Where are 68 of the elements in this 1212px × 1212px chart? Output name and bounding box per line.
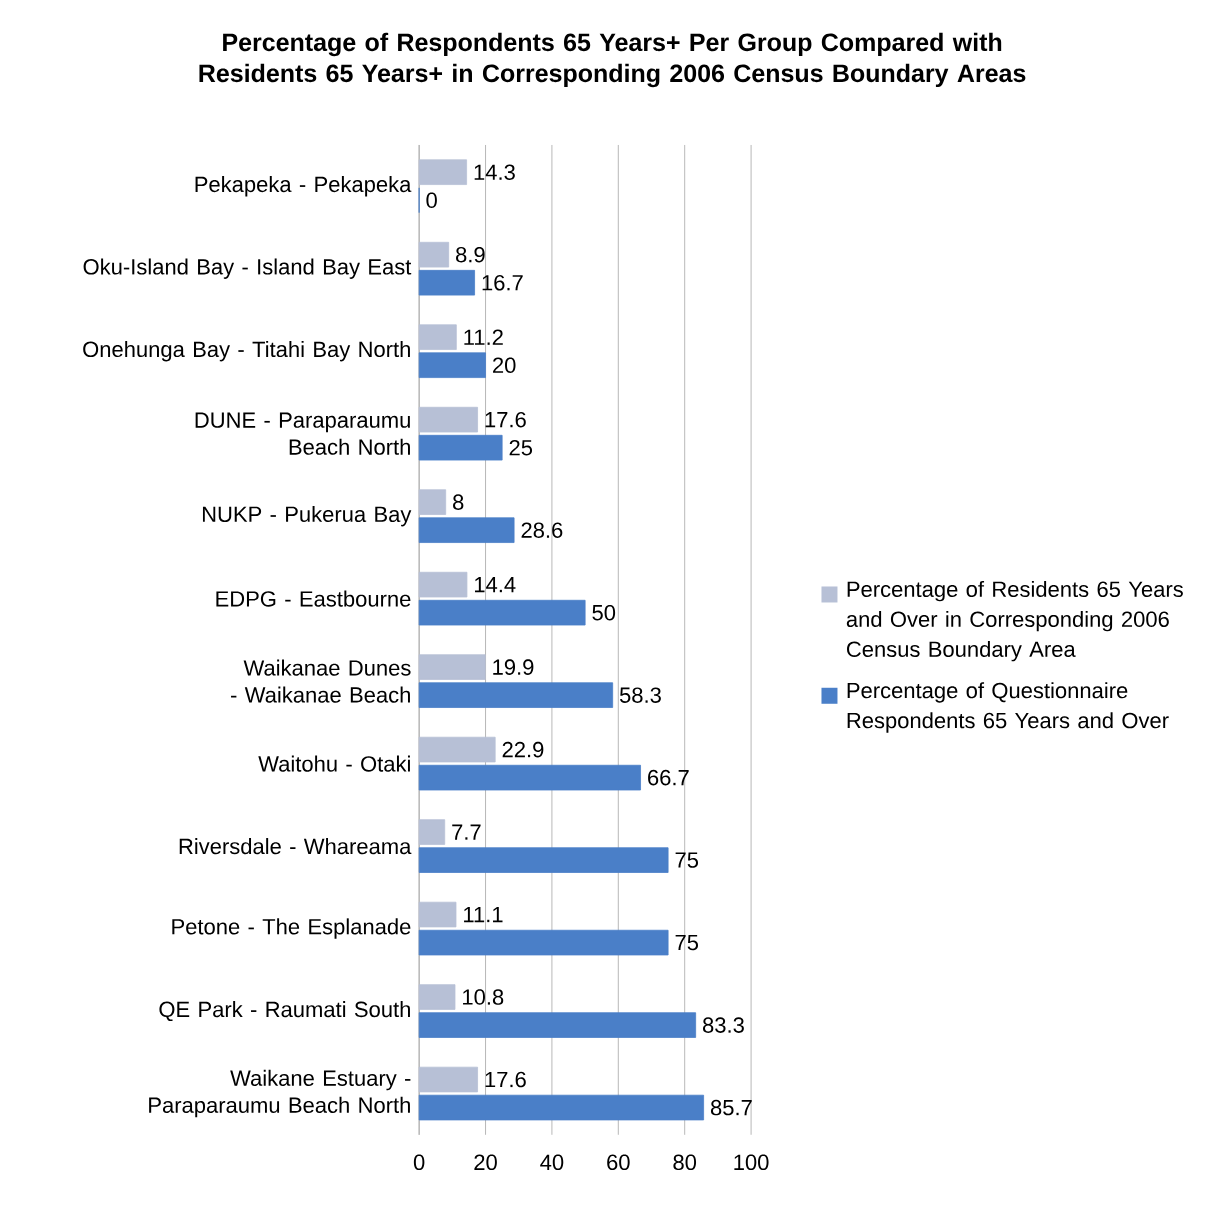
y-tick-label: Onehunga Bay - Titahi Bay North bbox=[83, 341, 410, 362]
bar bbox=[418, 764, 641, 791]
bar bbox=[418, 1066, 478, 1093]
bar bbox=[418, 1094, 705, 1121]
y-tick-label: Waitohu - Otaki bbox=[258, 755, 410, 772]
x-tick-label: 60 bbox=[607, 1154, 630, 1171]
x-tick-label: 100 bbox=[734, 1154, 769, 1171]
data-label: 58.3 bbox=[619, 687, 661, 704]
y-tick-label: Oku-Island Bay - Island Bay East bbox=[83, 258, 412, 280]
data-label: 20 bbox=[493, 357, 516, 374]
y-tick-label: Waikanae Dunes - Waikanae Beach bbox=[231, 659, 411, 703]
bar bbox=[418, 270, 475, 296]
bar bbox=[418, 571, 468, 598]
bar bbox=[418, 984, 456, 1010]
data-label: 8 bbox=[453, 494, 464, 511]
data-label: 50 bbox=[592, 605, 616, 621]
bar bbox=[418, 736, 496, 763]
data-label: 11.2 bbox=[464, 329, 503, 345]
data-label: 75 bbox=[675, 852, 699, 868]
x-tick-label: 40 bbox=[540, 1154, 564, 1171]
data-label: 22.9 bbox=[502, 741, 544, 758]
chart-title: Percentage of Respondents 65 Years+ Per Group Compared with Residents 65 Years+ in Corresponding 2006 Census Boundary Areas bbox=[199, 32, 1026, 88]
bar bbox=[418, 819, 446, 845]
bar bbox=[418, 352, 486, 379]
bar bbox=[418, 406, 478, 433]
bar bbox=[418, 1012, 697, 1038]
data-label: 83.3 bbox=[702, 1017, 744, 1033]
y-tick-label: Petone - The Esplanade bbox=[172, 918, 411, 939]
bar bbox=[418, 847, 669, 873]
bar bbox=[418, 682, 614, 709]
x-tick-label: 80 bbox=[673, 1154, 697, 1171]
data-label: 85.7 bbox=[710, 1099, 752, 1116]
bar bbox=[418, 324, 457, 351]
y-tick-label: EDPG - Eastbourne bbox=[216, 590, 411, 607]
legend-label: Percentage of Residents 65 Years and Over in Corresponding 2006 Census Boundary Area bbox=[846, 581, 1183, 662]
x-tick-label: 0 bbox=[413, 1154, 425, 1171]
data-label: 17.6 bbox=[485, 412, 526, 428]
data-label: 75 bbox=[675, 935, 699, 951]
y-tick-label: Riversdale - Whareama bbox=[179, 838, 412, 855]
y-tick-label: Waikane Estuary - Paraparaumu Beach North bbox=[149, 1069, 411, 1118]
legend-label: Percentage of Questionnaire Respondents 65 Years and Over bbox=[847, 682, 1169, 733]
bar bbox=[418, 517, 515, 544]
bar bbox=[418, 929, 669, 956]
data-label: 28.6 bbox=[521, 522, 563, 539]
data-label: 10.8 bbox=[463, 989, 504, 1005]
data-label: 8.9 bbox=[456, 247, 485, 263]
bar bbox=[418, 242, 450, 268]
bar bbox=[418, 489, 447, 516]
data-label: 7.7 bbox=[452, 824, 481, 840]
bar bbox=[418, 600, 586, 626]
bar bbox=[418, 654, 486, 680]
y-tick-label: DUNE - Paraparaumu Beach North bbox=[195, 412, 410, 455]
x-tick-label: 20 bbox=[474, 1154, 497, 1171]
data-label: 14.3 bbox=[474, 164, 515, 181]
data-label: 14.4 bbox=[475, 577, 516, 593]
bar bbox=[418, 435, 503, 461]
bar bbox=[418, 159, 468, 186]
data-label: 19.9 bbox=[493, 659, 534, 676]
data-label: 17.6 bbox=[485, 1071, 526, 1088]
data-label: 25 bbox=[509, 440, 533, 456]
y-tick-label: NUKP - Pukerua Bay bbox=[202, 506, 412, 527]
data-label: 66.7 bbox=[648, 769, 689, 786]
y-tick-label: Pekapeka - Pekapeka bbox=[195, 176, 412, 197]
data-label: 11.1 bbox=[464, 907, 503, 923]
y-tick-label: QE Park - Raumati South bbox=[159, 1001, 410, 1022]
data-label: 0 bbox=[426, 192, 437, 209]
data-label: 16.7 bbox=[482, 275, 523, 291]
bar bbox=[418, 901, 457, 928]
